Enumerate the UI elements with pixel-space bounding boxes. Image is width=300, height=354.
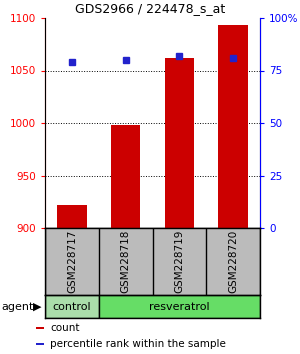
Text: ▶: ▶	[33, 302, 41, 312]
Bar	[36, 327, 44, 329]
Text: GSM228719: GSM228719	[174, 230, 184, 293]
Bar	[45, 295, 99, 318]
Text: percentile rank within the sample: percentile rank within the sample	[50, 339, 226, 349]
Text: control: control	[52, 302, 91, 312]
Bar	[165, 58, 194, 228]
Text: GSM228718: GSM228718	[121, 230, 130, 293]
Text: GSM228717: GSM228717	[67, 230, 77, 293]
Text: resveratrol: resveratrol	[149, 302, 210, 312]
Text: count: count	[50, 323, 80, 333]
Text: agent: agent	[2, 302, 34, 312]
Text: GSM228720: GSM228720	[228, 230, 238, 293]
Bar	[218, 25, 248, 228]
Bar	[111, 125, 140, 228]
Bar	[36, 343, 44, 345]
Text: GDS2966 / 224478_s_at: GDS2966 / 224478_s_at	[75, 2, 225, 15]
Bar	[57, 205, 87, 228]
Bar	[99, 295, 260, 318]
